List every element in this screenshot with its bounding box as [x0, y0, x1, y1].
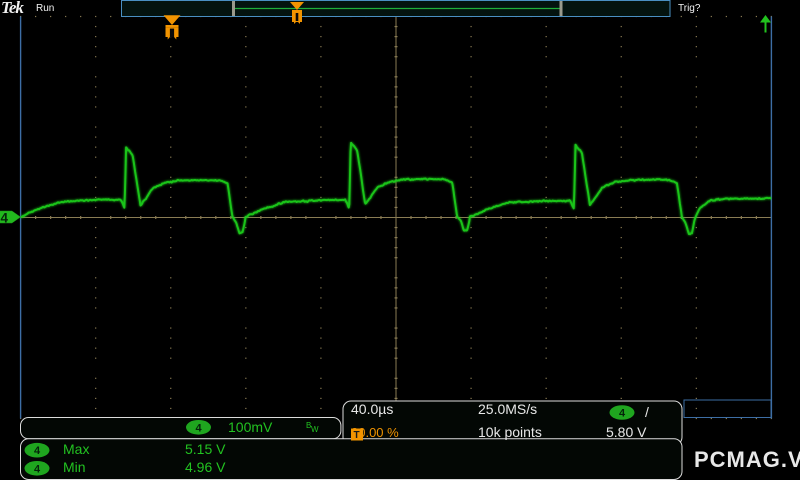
svg-text:PCMAG.VN: PCMAG.VN: [694, 447, 800, 472]
svg-text:T: T: [354, 430, 360, 441]
svg-text:Max: Max: [63, 441, 89, 457]
svg-text:W: W: [311, 425, 319, 434]
svg-text:4: 4: [619, 408, 626, 420]
svg-text:40.0µs: 40.0µs: [351, 401, 393, 417]
svg-text:5.80 V: 5.80 V: [606, 424, 647, 440]
svg-text:Min: Min: [63, 459, 86, 475]
svg-text:5.15 V: 5.15 V: [185, 441, 226, 457]
svg-text:4: 4: [195, 422, 202, 434]
svg-text:10k points: 10k points: [478, 424, 542, 440]
svg-text:4: 4: [34, 445, 41, 457]
svg-text:25.0MS/s: 25.0MS/s: [478, 401, 537, 417]
svg-text:4: 4: [34, 463, 41, 475]
svg-text:/: /: [645, 404, 649, 420]
svg-text:4.96 V: 4.96 V: [185, 459, 226, 475]
svg-text:100mV: 100mV: [228, 419, 273, 435]
